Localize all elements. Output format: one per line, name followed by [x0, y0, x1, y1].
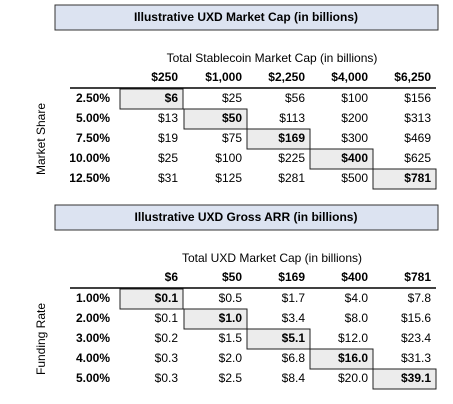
cell: $13: [158, 111, 178, 125]
row-header: 5.00%: [76, 371, 110, 385]
row-header: 3.00%: [76, 331, 110, 345]
cell: $23.4: [401, 331, 431, 345]
cell: $0.1: [155, 291, 179, 305]
cell: $2.0: [219, 351, 243, 365]
column-label: Total Stablecoin Market Cap (in billions…: [167, 51, 378, 65]
cell: $5.1: [282, 331, 306, 345]
cell: $781: [404, 171, 431, 185]
title-box: [54, 204, 439, 231]
highlight-cell: [119, 288, 184, 310]
column-header: $400: [341, 270, 368, 284]
cell: $0.3: [155, 351, 179, 365]
cell: $7.8: [408, 291, 432, 305]
cell: $400: [341, 151, 368, 165]
cell: $75: [222, 131, 242, 145]
cell: $0.1: [155, 311, 179, 325]
cell: $15.6: [401, 311, 431, 325]
highlight-cell: [246, 328, 311, 350]
column-header: $50: [222, 270, 242, 284]
highlight-cell: [372, 168, 437, 190]
cell: $6: [165, 91, 179, 105]
cell: $31.3: [401, 351, 431, 365]
row-header: 10.00%: [69, 151, 110, 165]
highlight-cell: [309, 148, 374, 170]
cell: $31: [158, 171, 178, 185]
cell: $25: [222, 91, 242, 105]
row-label: Funding Rate: [34, 303, 48, 375]
highlight-cell: [246, 128, 311, 150]
column-header: $169: [278, 270, 305, 284]
cell: $100: [341, 91, 368, 105]
highlight-cell: [183, 308, 248, 330]
row-header: 5.00%: [76, 111, 110, 125]
cell: $156: [404, 91, 431, 105]
row-header: 4.00%: [76, 351, 110, 365]
cell: $16.0: [338, 351, 368, 365]
title-box: [54, 4, 439, 31]
row-label: Market Share: [34, 103, 48, 175]
row-header: 12.50%: [69, 171, 110, 185]
cell: $19: [158, 131, 178, 145]
cell: $200: [341, 111, 368, 125]
cell: $1.0: [219, 311, 243, 325]
column-label: Total UXD Market Cap (in billions): [182, 251, 362, 265]
table-title: Illustrative UXD Market Cap (in billions…: [134, 10, 358, 24]
table-title: Illustrative UXD Gross ARR (in billions): [135, 210, 358, 224]
cell: $25: [158, 151, 178, 165]
highlight-cell: [119, 88, 184, 110]
cell: $225: [278, 151, 305, 165]
cell: $2.5: [219, 371, 243, 385]
cell: $469: [404, 131, 431, 145]
highlight-cell: [372, 368, 437, 390]
cell: $3.4: [282, 311, 306, 325]
cell: $0.5: [219, 291, 243, 305]
cell: $1.5: [219, 331, 243, 345]
cell: $8.4: [282, 371, 306, 385]
cell: $6.8: [282, 351, 306, 365]
column-header: $1,000: [205, 70, 242, 84]
highlight-cell: [309, 348, 374, 370]
column-header: $4,000: [331, 70, 368, 84]
cell: $281: [278, 171, 305, 185]
row-header: 1.00%: [76, 291, 110, 305]
cell: $39.1: [401, 371, 431, 385]
column-header: $2,250: [268, 70, 305, 84]
cell: $1.7: [282, 291, 306, 305]
column-header: $6,250: [394, 70, 431, 84]
row-header: 2.00%: [76, 311, 110, 325]
cell: $169: [278, 131, 305, 145]
cell: $0.2: [155, 331, 179, 345]
cell: $500: [341, 171, 368, 185]
cell: $113: [279, 111, 305, 125]
row-header: 2.50%: [76, 91, 110, 105]
cell: $56: [285, 91, 305, 105]
column-header: $6: [165, 270, 179, 284]
cell: $0.3: [155, 371, 179, 385]
cell: $300: [341, 131, 368, 145]
cell: $12.0: [338, 331, 368, 345]
cell: $125: [215, 171, 242, 185]
cell: $8.0: [345, 311, 369, 325]
cell: $4.0: [345, 291, 369, 305]
cell: $313: [404, 111, 431, 125]
cell: $625: [404, 151, 431, 165]
row-header: 7.50%: [76, 131, 110, 145]
column-header: $250: [151, 70, 178, 84]
highlight-cell: [183, 108, 248, 130]
column-header: $781: [404, 270, 431, 284]
cell: $100: [215, 151, 242, 165]
cell: $50: [222, 111, 242, 125]
cell: $20.0: [338, 371, 368, 385]
